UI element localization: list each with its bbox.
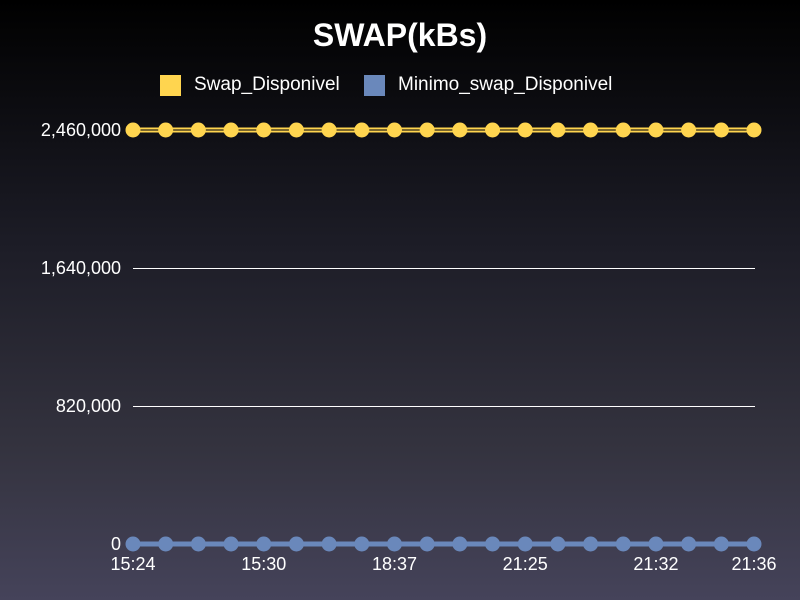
data-point-minimo-swap-disponivel xyxy=(648,536,664,552)
data-point-swap-disponivel xyxy=(354,122,370,138)
y-tick-label: 0 xyxy=(111,534,121,554)
data-point-minimo-swap-disponivel xyxy=(386,536,402,552)
series-layer xyxy=(125,122,762,552)
data-point-minimo-swap-disponivel xyxy=(419,536,435,552)
data-point-swap-disponivel xyxy=(386,122,402,138)
data-point-swap-disponivel xyxy=(125,122,141,138)
data-point-swap-disponivel xyxy=(713,122,729,138)
data-point-swap-disponivel xyxy=(256,122,272,138)
data-point-swap-disponivel xyxy=(288,122,304,138)
data-point-minimo-swap-disponivel xyxy=(681,536,697,552)
data-point-swap-disponivel xyxy=(681,122,697,138)
data-point-swap-disponivel xyxy=(615,122,631,138)
x-tick-label: 15:24 xyxy=(110,554,155,574)
data-point-swap-disponivel xyxy=(321,122,337,138)
data-point-swap-disponivel xyxy=(223,122,239,138)
data-point-swap-disponivel xyxy=(746,122,762,138)
x-tick-label: 21:25 xyxy=(503,554,548,574)
y-tick-label: 1,640,000 xyxy=(41,258,121,278)
y-axis-ticks: 0 820,000 1,640,000 2,460,000 xyxy=(41,120,121,554)
data-point-swap-disponivel xyxy=(583,122,599,138)
data-point-minimo-swap-disponivel xyxy=(321,536,337,552)
data-point-minimo-swap-disponivel xyxy=(158,536,174,552)
data-point-swap-disponivel xyxy=(517,122,533,138)
data-point-swap-disponivel xyxy=(190,122,206,138)
legend-swatch-swap-disponivel xyxy=(160,75,181,96)
data-point-minimo-swap-disponivel xyxy=(452,536,468,552)
data-point-swap-disponivel xyxy=(550,122,566,138)
data-point-minimo-swap-disponivel xyxy=(713,536,729,552)
legend-label-swap-disponivel: Swap_Disponivel xyxy=(194,74,340,95)
x-axis-ticks: 15:24 15:30 18:37 21:25 21:32 21:36 xyxy=(110,554,776,574)
data-point-swap-disponivel xyxy=(648,122,664,138)
x-tick-label: 21:32 xyxy=(633,554,678,574)
gridlines xyxy=(133,268,755,407)
data-point-minimo-swap-disponivel xyxy=(485,536,501,552)
chart-title: SWAP(kBs) xyxy=(313,17,487,53)
data-point-swap-disponivel xyxy=(485,122,501,138)
data-point-minimo-swap-disponivel xyxy=(746,536,762,552)
data-point-swap-disponivel xyxy=(452,122,468,138)
data-point-minimo-swap-disponivel xyxy=(125,536,141,552)
data-point-minimo-swap-disponivel xyxy=(256,536,272,552)
x-tick-label: 15:30 xyxy=(241,554,286,574)
data-point-minimo-swap-disponivel xyxy=(223,536,239,552)
data-point-minimo-swap-disponivel xyxy=(517,536,533,552)
legend-label-minimo-swap-disponivel: Minimo_swap_Disponivel xyxy=(398,74,612,95)
x-tick-label: 18:37 xyxy=(372,554,417,574)
x-tick-label: 21:36 xyxy=(731,554,776,574)
data-point-minimo-swap-disponivel xyxy=(615,536,631,552)
data-point-minimo-swap-disponivel xyxy=(550,536,566,552)
y-tick-label: 2,460,000 xyxy=(41,120,121,140)
data-point-swap-disponivel xyxy=(158,122,174,138)
data-point-swap-disponivel xyxy=(419,122,435,138)
data-point-minimo-swap-disponivel xyxy=(190,536,206,552)
legend: Swap_Disponivel Minimo_swap_Disponivel xyxy=(160,74,612,96)
data-point-minimo-swap-disponivel xyxy=(583,536,599,552)
data-point-minimo-swap-disponivel xyxy=(288,536,304,552)
legend-swatch-minimo-swap-disponivel xyxy=(364,75,385,96)
data-point-minimo-swap-disponivel xyxy=(354,536,370,552)
y-tick-label: 820,000 xyxy=(56,396,121,416)
